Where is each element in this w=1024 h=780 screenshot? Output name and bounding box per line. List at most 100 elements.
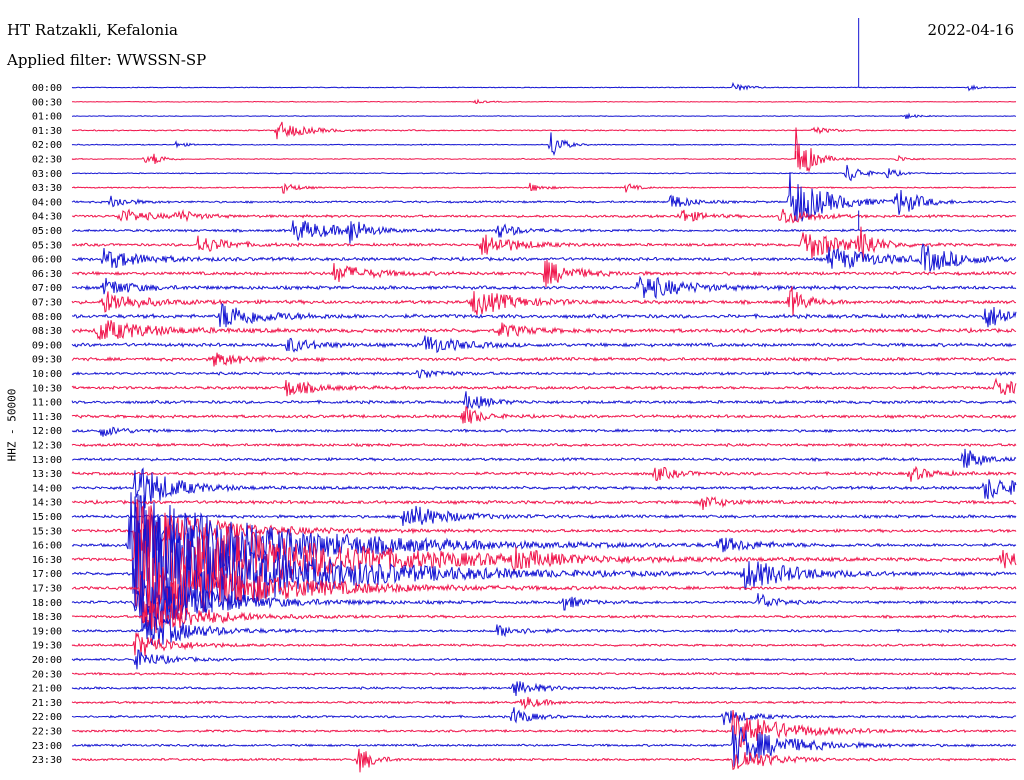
row-time-label: 19:30: [32, 641, 62, 652]
row-time-label: 17:00: [32, 569, 62, 580]
row-time-label: 23:30: [32, 755, 62, 766]
trace-row-1100: [71, 391, 1017, 410]
row-time-label: 15:30: [32, 526, 62, 537]
trace-row-0400: [71, 172, 1017, 222]
row-time-label: 14:00: [32, 483, 62, 494]
row-time-label: 23:00: [32, 741, 62, 752]
row-time-label: 22:30: [32, 727, 62, 738]
trace-row-0430: [71, 208, 1017, 224]
trace-row-1230: [71, 442, 1017, 448]
trace-row-1730: [71, 546, 1017, 630]
row-time-label: 12:30: [32, 441, 62, 452]
row-time-label: 06:00: [32, 255, 62, 266]
row-time-label: 05:00: [32, 226, 62, 237]
row-time-label: 16:00: [32, 541, 62, 552]
trace-row-1930: [71, 632, 1017, 656]
row-time-label: 10:30: [32, 383, 62, 394]
row-time-label: 00:30: [32, 97, 62, 108]
trace-row-1900: [71, 613, 1017, 646]
trace-row-0230: [71, 127, 1017, 173]
row-time-label: 22:00: [32, 712, 62, 723]
row-time-label: 05:30: [32, 240, 62, 251]
row-time-label: 03:30: [32, 183, 62, 194]
row-time-label: 01:00: [32, 112, 62, 123]
row-time-label: 06:30: [32, 269, 62, 280]
trace-row-0030: [71, 98, 1017, 105]
row-time-label: 13:30: [32, 469, 62, 480]
trace-row-0730: [71, 286, 1017, 317]
station-title: HT Ratzakli, Kefalonia: [7, 21, 178, 39]
trace-row-0930: [71, 352, 1017, 367]
row-time-label: 04:00: [32, 197, 62, 208]
trace-row-2300: [71, 725, 1017, 767]
trace-row-1400: [71, 467, 1017, 509]
row-time-label: 08:00: [32, 312, 62, 323]
row-time-label: 11:00: [32, 398, 62, 409]
row-time-label: 12:00: [32, 426, 62, 437]
row-time-label: 10:00: [32, 369, 62, 380]
row-time-label: 20:00: [32, 655, 62, 666]
trace-row-2230: [71, 710, 1017, 748]
trace-row-2200: [71, 707, 1017, 726]
trace-row-0800: [71, 302, 1017, 328]
trace-row-1330: [71, 465, 1017, 482]
row-time-label: 04:30: [32, 212, 62, 223]
row-time-label: 01:30: [32, 126, 62, 137]
trace-row-0700: [71, 275, 1017, 300]
tick-labels: 00:00 00:30 01:00 01:30 02:00 02:30 03:00 03:30…: [32, 83, 62, 766]
row-time-label: 20:30: [32, 669, 62, 680]
trace-row-2130: [71, 696, 1017, 711]
trace-row-0100: [72, 112, 1017, 120]
row-time-label: 02:30: [32, 155, 62, 166]
trace-row-0630: [71, 259, 1017, 288]
row-time-label: 07:30: [32, 298, 62, 309]
filter-label: Applied filter: WWSSN-SP: [7, 51, 207, 69]
trace-row-0330: [71, 182, 1017, 194]
row-time-label: 18:00: [32, 598, 62, 609]
row-time-label: 07:00: [32, 283, 62, 294]
row-time-label: 03:00: [32, 169, 62, 180]
trace-row-0530: [71, 226, 1017, 261]
date-label: 2022-04-16: [927, 21, 1014, 39]
row-time-label: 19:00: [32, 626, 62, 637]
trace-row-2030: [71, 671, 1017, 676]
trace-row-1000: [71, 368, 1017, 379]
row-time-label: 09:00: [32, 340, 62, 351]
trace-row-1830: [71, 600, 1017, 634]
row-time-label: 18:30: [32, 612, 62, 623]
traces: [71, 18, 1017, 773]
trace-row-0000: [71, 81, 1017, 92]
trace-row-1200: [71, 426, 1017, 437]
row-time-label: 17:30: [32, 584, 62, 595]
row-time-label: 02:00: [32, 140, 62, 151]
trace-row-1300: [71, 448, 1017, 468]
trace-row-0200: [71, 132, 1017, 156]
trace-row-1430: [71, 496, 1017, 511]
trace-row-0900: [71, 335, 1017, 354]
row-time-label: 21:00: [32, 684, 62, 695]
trace-row-2330: [71, 748, 1016, 773]
row-time-label: 14:30: [32, 498, 62, 509]
trace-row-2000: [71, 649, 1017, 670]
trace-row-1130: [71, 406, 1017, 424]
row-time-label: 00:00: [32, 83, 62, 94]
trace-row-1800: [71, 571, 1017, 628]
trace-row-0600: [71, 242, 1017, 272]
trace-row-1030: [71, 377, 1017, 397]
trace-row-0130: [71, 121, 1017, 140]
trace-row-2100: [71, 681, 1017, 697]
row-time-label: 11:30: [32, 412, 62, 423]
trace-row-1700: [72, 507, 1017, 636]
row-time-label: 21:30: [32, 698, 62, 709]
row-time-label: 16:30: [32, 555, 62, 566]
trace-row-0830: [71, 320, 1017, 340]
trace-row-1500: [71, 505, 1017, 526]
row-time-label: 15:00: [32, 512, 62, 523]
row-time-label: 08:30: [32, 326, 62, 337]
row-time-label: 09:30: [32, 355, 62, 366]
trace-row-0300: [71, 164, 1017, 182]
trace-row-1530: [71, 506, 1017, 554]
trace-row-1630: [71, 499, 1017, 614]
row-time-label: 13:00: [32, 455, 62, 466]
